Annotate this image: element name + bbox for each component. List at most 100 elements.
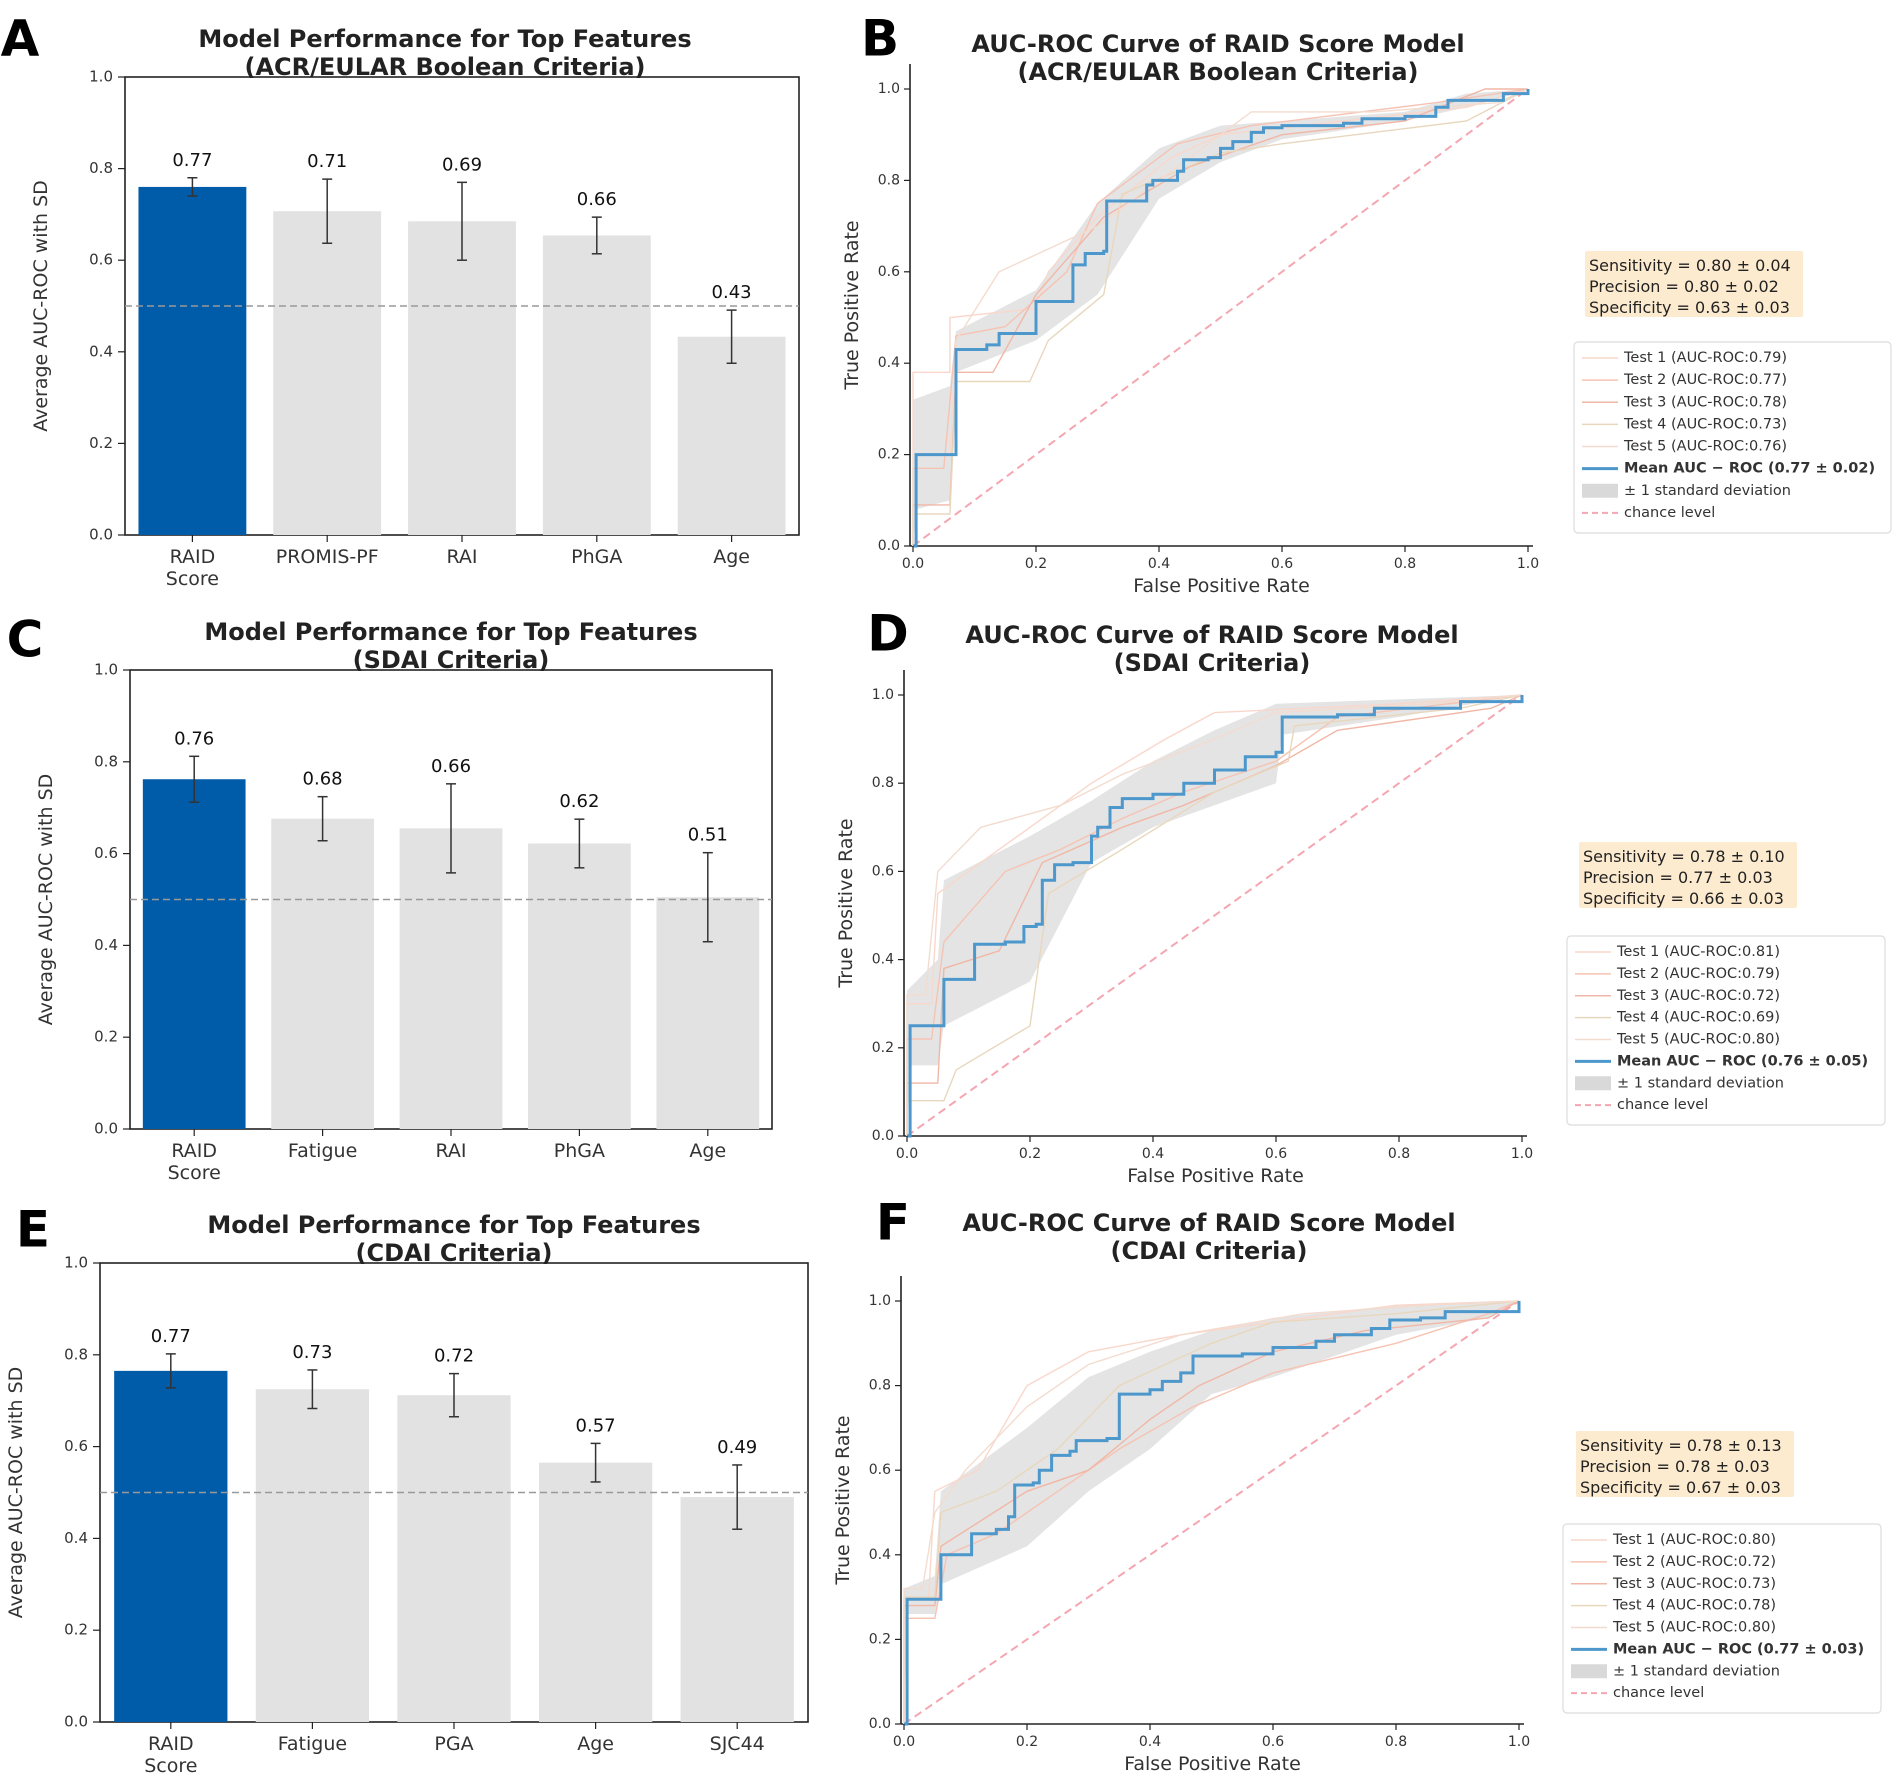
data-label-4: 0.51 <box>688 825 728 846</box>
data-label-4: 0.49 <box>717 1437 757 1458</box>
panel-E: E Model Performance for Top Features(CDAI… <box>5 1201 809 1775</box>
panel-B: B AUC-ROC Curve of RAID Score Model(ACR/E… <box>841 10 1892 597</box>
y-tick-label: 0.4 <box>89 342 113 360</box>
data-label-0: 0.77 <box>172 150 212 171</box>
y-tick-label: 0.0 <box>878 538 900 554</box>
stats-line: Sensitivity = 0.78 ± 0.13 <box>1580 1436 1782 1455</box>
legend-entry-1: Test 2 (AUC-ROC:0.79) <box>1616 966 1780 982</box>
legend-entry-6: ± 1 standard deviation <box>1624 483 1791 499</box>
legend-entry-4: Test 5 (AUC-ROC:0.80) <box>1612 1620 1776 1636</box>
legend-entry-3: Test 4 (AUC-ROC:0.69) <box>1616 1010 1780 1026</box>
legend-handle <box>1571 1664 1607 1679</box>
x-tick-label-1: Fatigue <box>288 1140 357 1162</box>
legend-box <box>1562 1523 1882 1714</box>
chart-title-line: AUC-ROC Curve of RAID Score Model <box>965 621 1458 649</box>
x-tick-label: 0.0 <box>902 556 924 572</box>
legend-entry-6: ± 1 standard deviation <box>1613 1663 1780 1679</box>
panel-letter-B: B <box>861 10 899 68</box>
bar-1 <box>271 818 374 1129</box>
legend-entry-3: Test 4 (AUC-ROC:0.73) <box>1623 416 1787 432</box>
bar-3 <box>542 235 651 535</box>
chart-title-line: Model Performance for Top Features <box>207 1211 700 1239</box>
bar-1 <box>273 211 382 535</box>
y-tick-label: 0.4 <box>878 355 900 371</box>
legend-entry-2: Test 3 (AUC-ROC:0.73) <box>1612 1576 1776 1592</box>
chart-title-line: Model Performance for Top Features <box>198 25 691 53</box>
panel-letter-C: C <box>7 611 44 669</box>
y-tick-label: 0.2 <box>869 1631 891 1647</box>
panel-D: D AUC-ROC Curve of RAID Score Model(SDAI … <box>835 605 1886 1187</box>
stats-line: Sensitivity = 0.78 ± 0.10 <box>1583 847 1785 866</box>
y-tick-label: 1.0 <box>878 81 900 97</box>
y-tick-label: 0.8 <box>89 159 113 177</box>
y-tick-label: 0.8 <box>878 172 900 188</box>
y-axis-label: True Positive Rate <box>841 220 863 390</box>
x-tick-label-4: SJC44 <box>710 1733 765 1755</box>
y-tick-label: 0.6 <box>64 1437 88 1455</box>
x-tick-label: 1.0 <box>1511 1146 1533 1162</box>
legend-entry-1: Test 2 (AUC-ROC:0.72) <box>1612 1554 1776 1570</box>
chance-line <box>912 88 1529 547</box>
bar-3 <box>538 1462 653 1722</box>
y-tick-label: 0.6 <box>89 251 113 269</box>
x-tick-label: 0.4 <box>1142 1146 1164 1162</box>
y-tick-label: 0.4 <box>872 952 894 968</box>
x-axis-label: False Positive Rate <box>1127 1165 1304 1187</box>
x-tick-label: 1.0 <box>1517 556 1539 572</box>
x-tick-label-1: PROMIS-PF <box>276 546 379 568</box>
x-tick-label-0: Score <box>166 568 219 590</box>
legend-handle <box>1575 1076 1611 1091</box>
x-tick-label-2: RAI <box>435 1140 466 1162</box>
x-tick-label-3: Age <box>577 1733 614 1755</box>
y-axis-label: True Positive Rate <box>832 1415 854 1585</box>
chart-title-line: AUC-ROC Curve of RAID Score Model <box>962 1209 1455 1237</box>
legend-entry-6: ± 1 standard deviation <box>1617 1075 1784 1091</box>
y-axis-label: Average AUC-ROC with SD <box>35 774 57 1026</box>
legend-entry-5: Mean AUC − ROC (0.77 ± 0.02) <box>1624 461 1875 477</box>
bar-1 <box>255 1389 370 1722</box>
data-label-0: 0.77 <box>151 1326 191 1347</box>
legend-entry-0: Test 1 (AUC-ROC:0.79) <box>1623 350 1787 366</box>
panel-letter-A: A <box>1 10 40 68</box>
y-tick-label: 1.0 <box>89 68 113 86</box>
legend-entry-7: chance level <box>1624 505 1715 521</box>
x-tick-label: 0.6 <box>1262 1734 1284 1750</box>
panel-F: F AUC-ROC Curve of RAID Score Model(CDAI … <box>832 1194 1882 1775</box>
bar-2 <box>408 221 516 535</box>
legend-handle <box>1582 483 1618 498</box>
legend-box <box>1573 341 1892 534</box>
legend-entry-4: Test 5 (AUC-ROC:0.80) <box>1616 1032 1780 1048</box>
legend-entry-7: chance level <box>1613 1685 1704 1701</box>
legend-entry-4: Test 5 (AUC-ROC:0.76) <box>1623 439 1787 455</box>
stats-line: Precision = 0.80 ± 0.02 <box>1589 277 1779 296</box>
data-label-0: 0.76 <box>174 728 214 749</box>
x-tick-label: 0.8 <box>1394 556 1416 572</box>
legend-entry-2: Test 3 (AUC-ROC:0.78) <box>1623 394 1787 410</box>
legend-entry-0: Test 1 (AUC-ROC:0.80) <box>1612 1532 1776 1548</box>
y-tick-label: 0.8 <box>64 1345 88 1363</box>
chart-title-line: (SDAI Criteria) <box>1114 649 1311 677</box>
y-tick-label: 0.8 <box>872 775 894 791</box>
data-label-3: 0.66 <box>577 189 617 210</box>
legend-entry-3: Test 4 (AUC-ROC:0.78) <box>1612 1598 1776 1614</box>
y-axis-label: Average AUC-ROC with SD <box>30 180 52 432</box>
stats-line: Specificity = 0.66 ± 0.03 <box>1583 889 1784 908</box>
x-tick-label-4: Age <box>689 1140 726 1162</box>
x-tick-label: 0.2 <box>1016 1734 1038 1750</box>
legend-entry-7: chance level <box>1617 1097 1708 1113</box>
test-curve-2 <box>912 88 1529 546</box>
mean-curve <box>913 89 1530 548</box>
x-tick-label-0: RAID <box>170 546 216 568</box>
stats-line: Specificity = 0.63 ± 0.03 <box>1589 298 1790 317</box>
x-tick-label: 1.0 <box>1508 1734 1530 1750</box>
y-tick-label: 0.0 <box>869 1716 891 1732</box>
legend-entry-2: Test 3 (AUC-ROC:0.72) <box>1616 988 1780 1004</box>
y-tick-label: 0.0 <box>64 1713 88 1731</box>
x-tick-label-0: RAID <box>148 1733 194 1755</box>
panel-letter-D: D <box>867 605 909 663</box>
test-curve-5 <box>906 694 1523 1136</box>
chart-title-line: (CDAI Criteria) <box>1110 1237 1307 1265</box>
data-label-2: 0.69 <box>442 154 482 175</box>
x-axis-label: False Positive Rate <box>1133 575 1310 597</box>
stats-line: Sensitivity = 0.80 ± 0.04 <box>1589 256 1791 275</box>
